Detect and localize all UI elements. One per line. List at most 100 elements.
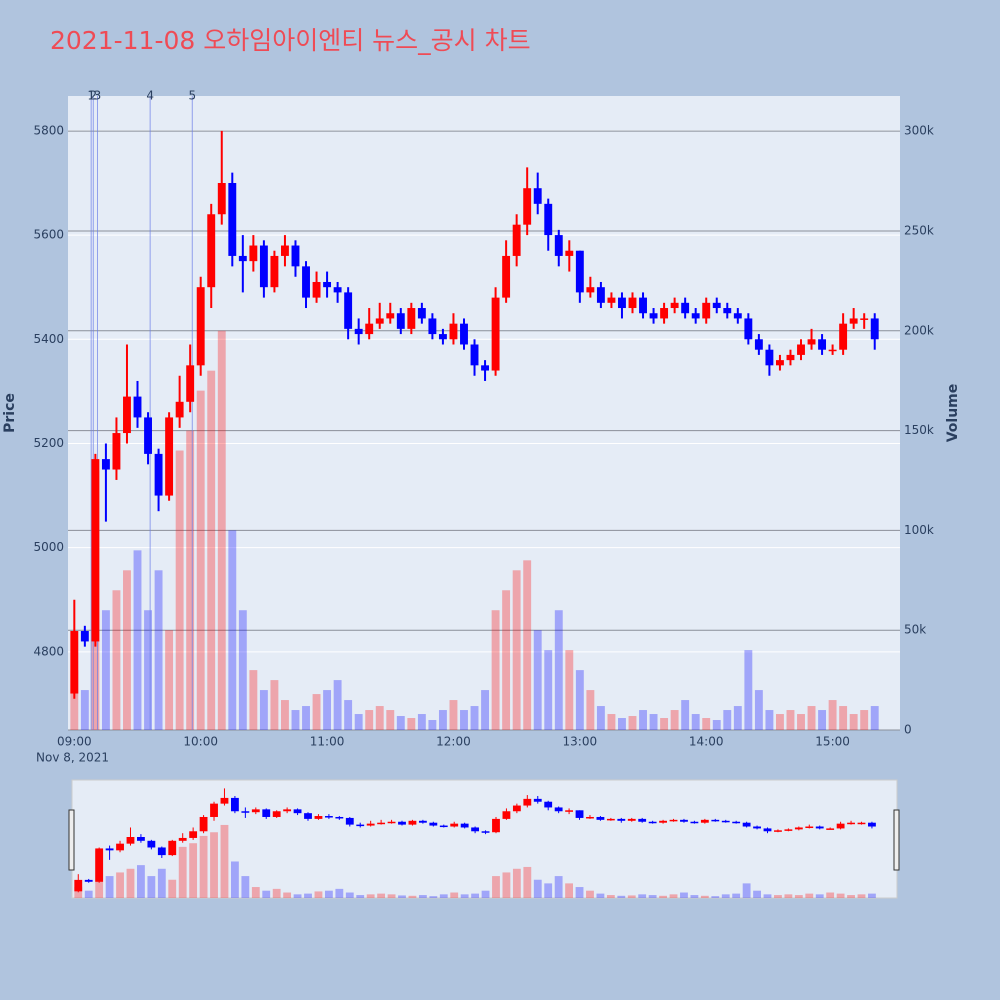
- candle-body: [775, 360, 784, 366]
- slider-volume-bar: [314, 891, 323, 898]
- slider-candle-body: [199, 816, 208, 832]
- volume-bar: [828, 700, 837, 730]
- volume-bar: [523, 560, 532, 730]
- slider-candle-body: [617, 818, 626, 821]
- volume-bar: [396, 716, 405, 730]
- slider-volume-bar: [690, 895, 699, 898]
- range-slider[interactable]: [71, 779, 898, 899]
- volume-bar: [175, 450, 184, 730]
- slider-candle-body: [690, 821, 699, 824]
- news-marker-label: 2: [89, 89, 97, 103]
- slider-candle-body: [586, 816, 594, 819]
- candle-body: [797, 344, 805, 355]
- slider-candle-body: [868, 822, 876, 827]
- slider-candle-body: [533, 798, 542, 802]
- slider-volume-bar: [116, 872, 124, 898]
- candle-body: [291, 245, 300, 267]
- slider-candle-body: [857, 822, 866, 825]
- volume-bar: [186, 430, 195, 730]
- slider-volume-bar: [606, 895, 615, 898]
- volume-bar: [386, 710, 395, 730]
- candle-body: [312, 281, 321, 298]
- slider-volume-bar: [753, 890, 761, 898]
- volume-bar: [438, 710, 447, 730]
- slider-candle-body: [147, 840, 156, 848]
- slider-volume-bar: [345, 892, 354, 898]
- slider-volume-bar: [74, 887, 83, 898]
- candle-body: [396, 313, 405, 329]
- candle-body: [428, 318, 437, 335]
- candle-body: [196, 287, 205, 366]
- slider-candle-body: [711, 819, 720, 822]
- y2-tick-label: 0: [904, 723, 912, 737]
- plot-area: [68, 96, 900, 730]
- slider-volume-bar: [377, 893, 386, 898]
- slider-candle-body: [116, 843, 124, 851]
- candle-body: [502, 255, 511, 298]
- y2-axis-title: Volume: [945, 384, 961, 443]
- candle-body: [554, 235, 563, 256]
- slider-volume-bar: [554, 876, 563, 898]
- volume-bar: [196, 390, 205, 730]
- slider-candle-body: [554, 807, 563, 812]
- volume-bar: [681, 700, 690, 730]
- slider-volume-bar: [774, 895, 782, 898]
- volume-bar: [860, 710, 869, 730]
- volume-bar: [375, 706, 384, 730]
- x-tick-label: 14:00: [689, 735, 724, 749]
- volume-bar: [133, 550, 142, 730]
- slider-volume-bar: [836, 893, 845, 898]
- slider-handle[interactable]: [893, 809, 900, 871]
- slider-candle-body: [74, 879, 83, 892]
- slider-volume-bar: [659, 895, 667, 898]
- slider-candle-body: [502, 811, 511, 819]
- volume-bar: [270, 680, 279, 730]
- y-tick-label: 5400: [33, 332, 64, 346]
- slider-handle[interactable]: [68, 809, 75, 871]
- volume-bar: [259, 690, 268, 730]
- slider-candle-body: [304, 813, 312, 819]
- candle-body: [80, 631, 89, 642]
- y2-tick-label: 200k: [904, 323, 934, 337]
- slider-volume-bar: [512, 868, 521, 898]
- volume-bar: [312, 694, 321, 730]
- candle-body: [186, 365, 195, 402]
- candle-body: [586, 287, 595, 293]
- candle-body: [123, 396, 131, 434]
- slider-volume-bar: [492, 876, 500, 898]
- volume-bar: [712, 720, 721, 730]
- x-sublabel: Nov 8, 2021: [36, 751, 109, 765]
- slider-candle-body: [137, 836, 145, 841]
- y-tick-label: 5600: [33, 228, 64, 242]
- slider-candle-body: [335, 816, 344, 819]
- slider-candle-body: [721, 820, 730, 823]
- slider-volume-bar: [700, 895, 709, 898]
- slider-candle-body: [700, 819, 709, 823]
- slider-volume-bar: [669, 894, 678, 898]
- y-tick-label: 5800: [33, 123, 64, 137]
- slider-candle-body: [606, 818, 615, 821]
- slider-volume-bar: [638, 894, 647, 898]
- volume-bar: [365, 710, 374, 730]
- slider-candle-body: [523, 798, 532, 806]
- slider-volume-bar: [523, 866, 532, 898]
- slider-volume-bar: [429, 896, 438, 898]
- slider-volume-bar: [857, 894, 866, 898]
- slider-candle-body: [732, 821, 741, 824]
- slider-candle-body: [262, 809, 271, 817]
- candle-body: [302, 266, 310, 298]
- slider-volume-bar: [241, 876, 250, 898]
- candle-body: [523, 188, 532, 225]
- candle-body: [733, 313, 742, 319]
- candle-body: [344, 292, 353, 329]
- volume-bar: [702, 718, 711, 730]
- news-marker-label: 5: [188, 89, 196, 103]
- candle-body: [691, 313, 700, 319]
- x-tick-label: 15:00: [815, 735, 850, 749]
- candle-body: [765, 349, 774, 366]
- volume-bar: [80, 690, 89, 730]
- slider-candle-body: [742, 822, 751, 827]
- slider-candle-body: [230, 797, 239, 812]
- candle-body: [449, 323, 458, 340]
- candle-body: [154, 453, 163, 496]
